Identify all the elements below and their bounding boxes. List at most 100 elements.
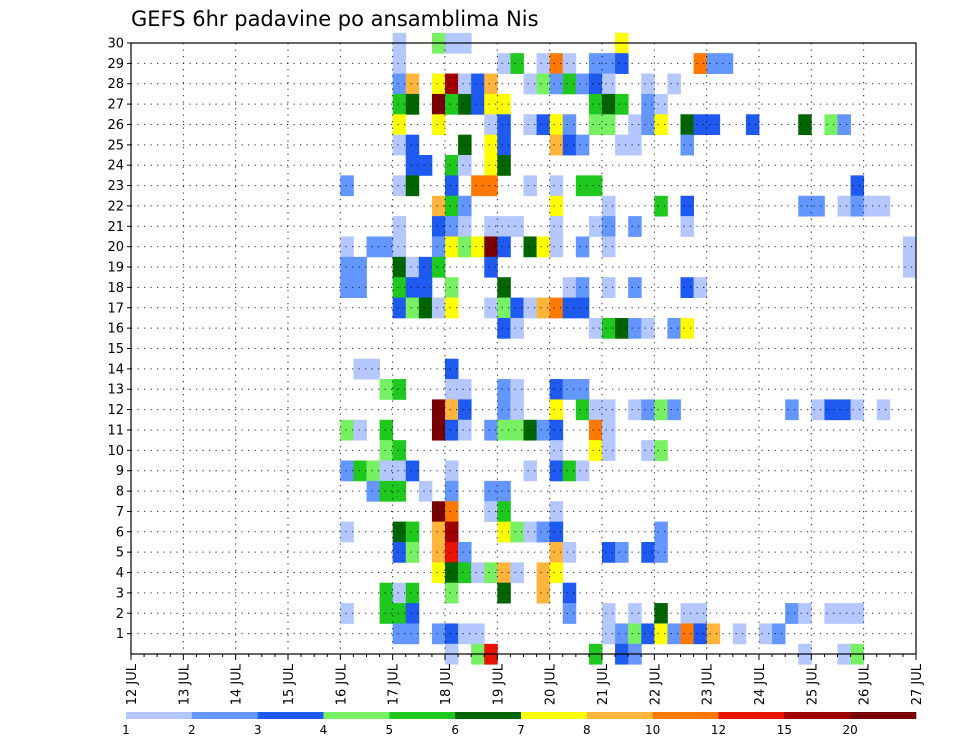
- heatmap-cell: [523, 73, 537, 95]
- heatmap-cell: [785, 399, 799, 421]
- colorbar-swatch: [652, 712, 719, 719]
- heatmap-cell: [484, 236, 498, 258]
- heatmap-cell: [353, 358, 367, 380]
- colorbar-tick-label: 4: [320, 723, 328, 737]
- heatmap-cell: [588, 73, 603, 95]
- colorbar-tick-label: 1: [122, 723, 130, 737]
- y-tick-label: 15: [107, 342, 124, 357]
- heatmap-cell: [497, 582, 511, 604]
- heatmap-cell: [798, 195, 812, 217]
- heatmap-cell: [484, 419, 498, 441]
- heatmap-cell: [445, 379, 459, 400]
- y-tick-label: 19: [107, 261, 124, 276]
- heatmap-cell: [392, 175, 407, 197]
- heatmap-cell: [431, 623, 446, 645]
- heatmap-cell: [850, 603, 865, 624]
- heatmap-cell: [418, 256, 433, 278]
- heatmap-cell: [497, 134, 511, 156]
- heatmap-cell: [536, 562, 551, 584]
- heatmap-cell: [431, 399, 446, 421]
- heatmap-cell: [431, 195, 446, 217]
- y-tick-label: 14: [107, 362, 124, 377]
- heatmap-cell: [667, 399, 681, 421]
- y-tick-label: 12: [107, 403, 124, 418]
- heatmap-cell: [850, 175, 865, 197]
- heatmap-cell: [641, 399, 655, 421]
- heatmap-cell: [392, 297, 407, 319]
- heatmap-cell: [458, 73, 472, 95]
- heatmap-cell: [562, 582, 577, 604]
- heatmap-cell: [379, 440, 394, 461]
- colorbar-tick-label: 6: [451, 723, 459, 737]
- heatmap-cell: [628, 603, 642, 624]
- heatmap-cell: [615, 53, 629, 74]
- x-tick-label: 13 JUL: [177, 663, 192, 705]
- heatmap-cell: [575, 460, 590, 482]
- heatmap-cell: [353, 460, 367, 482]
- heatmap-cell: [458, 379, 472, 400]
- heatmap-cell: [706, 623, 721, 645]
- y-tick-label: 1: [116, 627, 124, 642]
- heatmap-cell: [366, 460, 380, 482]
- y-tick-label: 6: [116, 525, 124, 540]
- colorbar-swatch: [389, 712, 456, 719]
- heatmap-cell: [405, 582, 420, 604]
- heatmap-cell: [484, 134, 498, 156]
- heatmap-cell: [353, 256, 367, 278]
- heatmap-cell: [837, 399, 851, 421]
- heatmap-cell: [536, 297, 551, 319]
- x-tick-label: 15 JUL: [282, 663, 297, 705]
- heatmap-cell: [588, 419, 603, 441]
- y-tick-label: 26: [107, 118, 124, 133]
- y-tick-label: 25: [107, 138, 124, 153]
- y-tick-label: 30: [107, 37, 124, 52]
- heatmap-cell: [379, 236, 394, 258]
- heatmap-cell: [863, 195, 878, 217]
- heatmap-cell: [811, 195, 825, 217]
- heatmap-cell: [575, 297, 590, 319]
- heatmap-cell: [693, 623, 708, 645]
- heatmap-cell: [824, 114, 838, 136]
- heatmap-cell: [445, 623, 459, 645]
- heatmap-cell: [523, 460, 537, 482]
- heatmap-cell: [458, 623, 472, 645]
- heatmap-cell: [392, 440, 407, 461]
- x-tick-label: 23 JUL: [701, 663, 716, 705]
- heatmap-cell: [575, 175, 590, 197]
- heatmap-cell: [405, 623, 420, 645]
- heatmap-cell: [431, 501, 446, 523]
- y-tick-label: 22: [107, 199, 124, 214]
- heatmap-cell: [431, 521, 446, 543]
- heatmap-cell: [680, 216, 694, 237]
- heatmap-cell: [654, 521, 668, 543]
- heatmap-cell: [759, 623, 773, 645]
- colorbar-swatch: [850, 712, 917, 719]
- heatmap-cell: [536, 419, 551, 441]
- heatmap-cell: [549, 440, 564, 461]
- heatmap-cell: [445, 175, 459, 197]
- heatmap-cell: [458, 236, 472, 258]
- x-axis-ticks: 12 JUL 13 JUL 14 JUL 15 JUL 16 JUL 17 JUL 18 J…: [125, 654, 925, 705]
- heatmap-cell: [484, 501, 498, 523]
- heatmap-cell: [654, 93, 668, 115]
- heatmap-cell: [523, 297, 537, 319]
- heatmap-cell: [353, 277, 367, 298]
- heatmap-cell: [667, 623, 681, 645]
- heatmap-cell: [484, 93, 498, 115]
- heatmap-cell: [484, 562, 498, 584]
- heatmap-cell: [458, 419, 472, 441]
- heatmap-cell: [876, 399, 891, 421]
- heatmap-cell: [523, 175, 537, 197]
- heatmap-cell: [719, 53, 734, 74]
- heatmap-cell: [536, 521, 551, 543]
- heatmap-cell: [445, 541, 459, 563]
- y-tick-label: 8: [116, 485, 124, 500]
- heatmap-cell: [641, 317, 655, 339]
- heatmap-cell: [706, 53, 721, 74]
- heatmap-cell: [484, 297, 498, 319]
- heatmap-cell: [641, 114, 655, 136]
- heatmap-cell: [445, 236, 459, 258]
- heatmap-cell: [484, 175, 498, 197]
- heatmap-cell: [732, 623, 747, 645]
